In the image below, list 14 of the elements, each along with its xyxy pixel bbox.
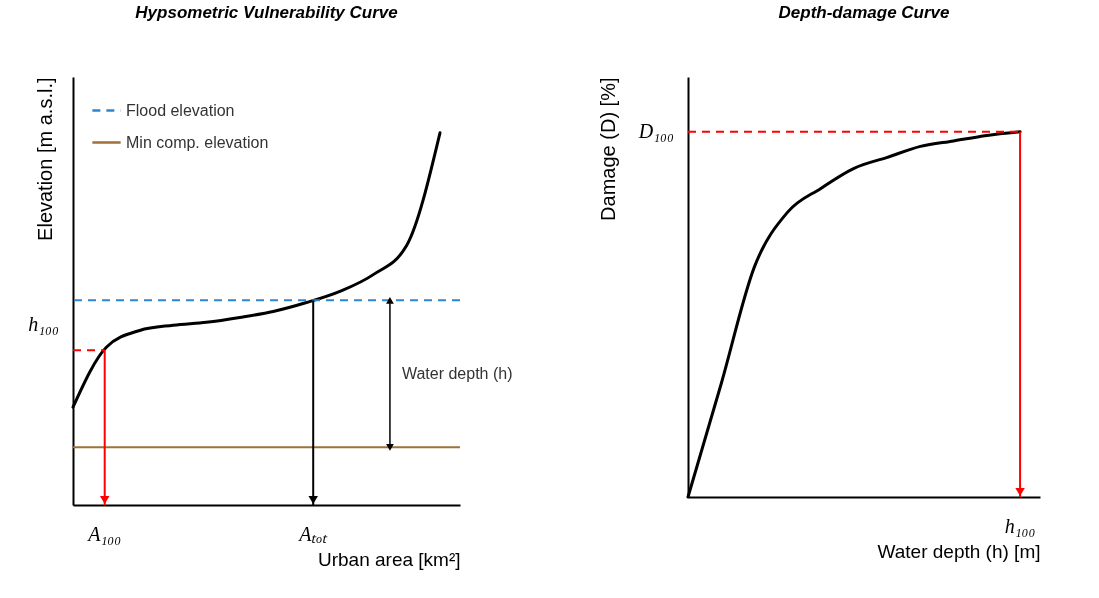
text: Min comp. elevation — [126, 133, 269, 151]
x-axis-title: Water depth (h) [m] — [877, 540, 1041, 562]
chart-title: Depth-damage Curve — [778, 3, 950, 22]
y-axis-title: Damage (D) [%] — [596, 77, 619, 221]
text: D₁₀₀ — [637, 119, 675, 142]
text: Flood elevation — [126, 101, 235, 119]
annotation: Water depth (h) — [401, 364, 513, 382]
text: Aₜₒₜ — [297, 523, 329, 545]
x-axis-title: Urban area [km²] — [317, 548, 461, 570]
text: h₁₀₀ — [28, 313, 60, 336]
chart-title: Hypsometric Vulnerability Curve — [135, 3, 398, 22]
text: A₁₀₀ — [86, 523, 122, 545]
text: h₁₀₀ — [1004, 515, 1036, 537]
y-axis-title: Elevation [m a.s.l.] — [33, 77, 56, 241]
